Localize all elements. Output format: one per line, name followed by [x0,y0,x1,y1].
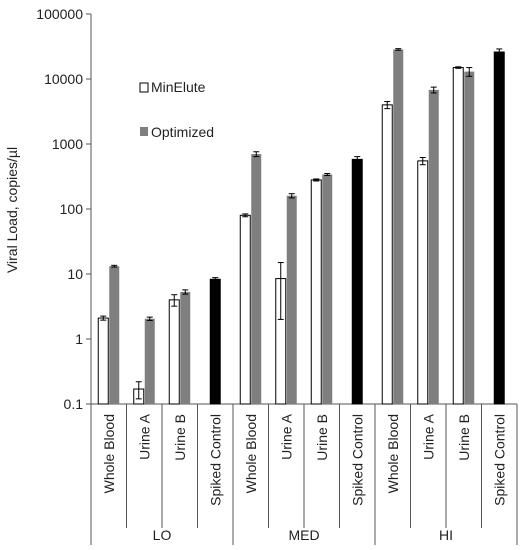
legend-label-minelute: MinElute [151,79,206,95]
bar-optimized [393,49,404,404]
category-label: Whole Blood [101,414,117,493]
bar-spiked-control [493,51,505,405]
category-label: Urine A [420,413,436,460]
bar-optimized [286,195,297,404]
legend-label-optimized: Optimized [151,124,214,140]
category-label: Urine B [314,414,330,461]
bar-optimized [144,318,155,404]
bar-optimized [251,154,262,404]
bar-optimized [464,71,475,404]
legend-swatch-optimized [140,127,148,136]
category-label: Urine B [172,414,188,461]
bar-minelute [381,104,393,405]
y-tick-label: 100 [60,201,84,217]
y-tick-label: 10 [67,266,83,282]
bar-optimized [180,291,191,404]
legend: MinElute Optimized [139,79,214,140]
category-label: Spiked Control [207,414,223,506]
group-label: MED [288,527,319,543]
category-label: Urine B [456,414,472,461]
bar-minelute [452,67,464,405]
plot-area: 0.1 1 10 100 1000 10000 100000 Whole Blood Urine… [36,6,518,545]
category-label: Spiked Control [349,414,365,506]
group-label: HI [439,527,453,543]
legend-swatch-minelute [139,82,149,93]
y-tick-label: 10000 [44,71,83,87]
category-label: Urine A [278,413,294,460]
bar-minelute [97,317,109,405]
y-tick-label: 100000 [36,6,83,22]
category-label: Whole Blood [385,414,401,493]
bar-minelute [310,179,322,405]
bar-minelute [239,214,251,405]
y-tick-label: 0.1 [64,396,84,412]
bar-spiked-control [209,278,221,405]
bar-minelute [168,299,180,405]
category-label: Spiked Control [491,414,507,506]
bar-minelute [417,160,429,405]
y-tick-label: 1 [75,331,83,347]
bar-spiked-control [351,158,363,405]
bar-optimized [428,89,439,405]
y-axis-title: Viral Load, copies/µl [4,147,20,273]
bar-optimized [109,266,120,404]
category-label: Urine A [136,413,152,460]
group-label: LO [153,527,172,543]
y-tick-label: 1000 [52,136,83,152]
category-label: Whole Blood [243,414,259,493]
bar-optimized [322,174,333,404]
